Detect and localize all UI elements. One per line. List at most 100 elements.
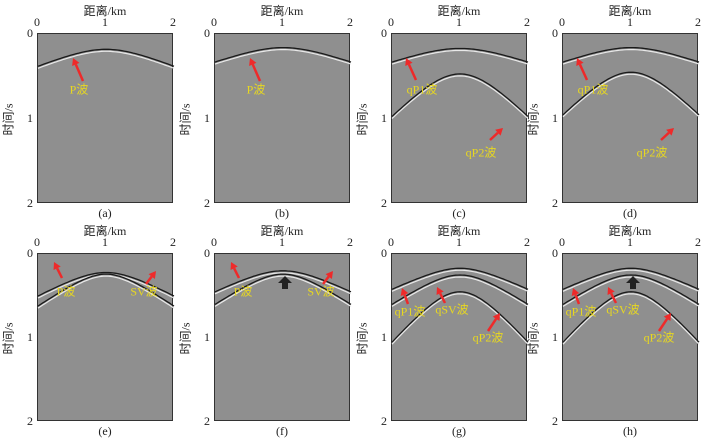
x-tick-label: 0 [388, 235, 394, 249]
black-up-arrow-icon [626, 276, 640, 289]
y-tick-label: 1 [204, 330, 210, 344]
wavefront-light [562, 269, 700, 292]
red-arrowhead-icon [492, 313, 500, 322]
wavefront-dark [37, 271, 175, 297]
x-tick-label: 2 [170, 15, 176, 29]
seismic-record: qP1波 qP2波 [391, 33, 529, 203]
red-arrow-icon [657, 318, 669, 332]
x-tick-label: 1 [102, 235, 108, 249]
y-axis-title: 时间/s [526, 322, 541, 355]
wavefront-light [391, 269, 529, 292]
y-tick-label: 0 [27, 246, 33, 260]
wave-label: qSV波 [606, 302, 640, 317]
y-tick-label: 1 [552, 111, 558, 125]
x-tick-label: 2 [524, 235, 530, 249]
seismic-record: P波 SV波 [37, 253, 175, 421]
seismic-record: qP1波 qP2波 [562, 33, 700, 203]
red-arrow-icon [660, 131, 670, 141]
panel-caption: (b) [275, 206, 289, 220]
seismic-record: P波 [37, 33, 175, 203]
wavefront-dark [37, 273, 175, 307]
red-arrow-icon [439, 292, 447, 304]
y-axis-title: 时间/s [355, 322, 370, 355]
red-arrow-icon [251, 63, 262, 82]
y-tick-label: 1 [27, 330, 33, 344]
red-arrowhead-icon [400, 288, 409, 296]
wavefront-dark [37, 48, 175, 67]
x-axis-title: 距离/km [260, 224, 304, 238]
x-tick-label: 1 [627, 235, 633, 249]
x-axis-title: 距离/km [83, 4, 127, 18]
wavefront-dark [562, 274, 700, 305]
wave-label: qP1波 [565, 304, 597, 319]
panel-caption: (h) [623, 424, 637, 438]
wave-label: qP2波 [636, 145, 668, 160]
red-arrowhead-icon [325, 271, 333, 279]
wave-label: P波 [56, 284, 76, 299]
panel-caption: (e) [98, 424, 112, 438]
x-tick-label: 1 [456, 235, 462, 249]
red-arrow-icon [407, 63, 418, 81]
y-axis-title: 时间/s [1, 322, 16, 355]
red-arrowhead-icon [405, 58, 413, 67]
wavefront-light [214, 272, 352, 295]
seismic-record: P波 SV波 [214, 253, 352, 421]
y-tick-label: 1 [552, 330, 558, 344]
x-axis-title: 距离/km [83, 224, 127, 238]
panel-caption: (d) [623, 206, 637, 220]
record-svg [37, 48, 175, 82]
wave-label: P波 [233, 284, 253, 299]
wavefront-dark [391, 47, 529, 63]
x-axis-title: 距离/km [437, 4, 481, 18]
y-axis-title: 时间/s [1, 103, 16, 136]
wavefront-dark [562, 267, 700, 290]
x-tick-label: 0 [34, 15, 40, 29]
wavefront-dark [391, 274, 529, 305]
wave-label: qP1波 [406, 82, 438, 97]
red-arrow-icon [74, 63, 85, 82]
record-svg [562, 46, 700, 141]
panel-caption: (c) [452, 206, 466, 220]
wavefront-dark [391, 267, 529, 290]
red-arrowhead-icon [148, 271, 156, 279]
red-arrowhead-icon [576, 58, 584, 67]
x-tick-label: 0 [559, 235, 565, 249]
y-tick-label: 1 [27, 111, 33, 125]
red-arrowhead-icon [571, 288, 580, 296]
x-axis-title: 距离/km [260, 4, 304, 18]
y-tick-label: 0 [381, 26, 387, 40]
red-arrow-icon [578, 63, 589, 81]
y-tick-label: 1 [381, 111, 387, 125]
wavefront-light [391, 75, 529, 119]
wavefront-dark [562, 71, 700, 116]
red-arrowhead-icon [495, 128, 503, 136]
red-arrowhead-icon [607, 287, 615, 296]
wavefront-light [562, 276, 700, 307]
y-tick-label: 0 [204, 26, 210, 40]
black-up-arrow-icon [278, 276, 292, 289]
red-arrowhead-icon [666, 128, 674, 136]
x-axis-title: 距离/km [608, 4, 652, 18]
red-arrow-icon [574, 294, 581, 305]
wave-label: SV波 [130, 284, 158, 299]
wave-label: qP1波 [577, 82, 609, 97]
x-tick-label: 1 [456, 15, 462, 29]
record-svg [562, 267, 700, 345]
wavefront-light [391, 49, 529, 65]
panel-caption: (a) [98, 206, 112, 220]
seismic-record: P波 [214, 33, 352, 203]
wave-label: P波 [69, 82, 89, 97]
x-tick-label: 2 [347, 15, 353, 29]
wavefront-light [562, 293, 700, 345]
record-svg [391, 47, 529, 141]
wave-label: qP2波 [643, 330, 675, 345]
wavefront-dark [562, 291, 700, 343]
wavefront-dark [391, 73, 529, 117]
x-tick-label: 1 [627, 15, 633, 29]
x-tick-label: 2 [524, 15, 530, 29]
y-tick-label: 1 [204, 111, 210, 125]
wavefront-dark [391, 291, 529, 343]
red-arrowhead-icon [72, 58, 80, 67]
red-arrowhead-icon [230, 262, 238, 271]
wavefront-light [214, 275, 352, 307]
